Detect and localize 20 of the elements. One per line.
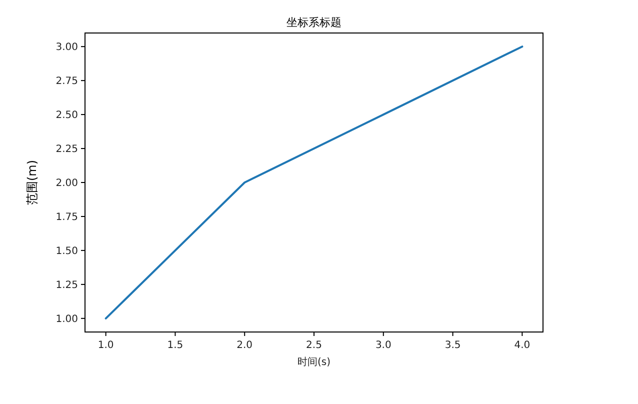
line-series (104, 46, 524, 320)
y-tick-label: 1.75 (56, 212, 78, 223)
x-tick-label: 1.0 (98, 340, 114, 351)
y-tick-label: 3.00 (56, 42, 78, 54)
x-tick-label: 4.0 (514, 340, 530, 351)
x-axis-title: 时间(s) (297, 356, 331, 368)
x-tick-label: 3.5 (444, 340, 461, 351)
x-tick-label: 2.5 (306, 340, 322, 351)
y-tick-label: 2.00 (56, 178, 78, 189)
chart-title: 坐标系标题 (286, 16, 342, 29)
y-axis-title: 范围(m) (25, 160, 39, 206)
y-tick-label: 1.50 (56, 246, 78, 257)
x-tick-label: 3.0 (375, 340, 392, 351)
y-tick-label: 2.50 (56, 110, 78, 122)
x-tick-label: 1.5 (167, 340, 184, 351)
y-tick-label: 1.00 (56, 314, 78, 325)
x-tick-label: 2.0 (236, 340, 253, 351)
y-tick-label: 2.25 (56, 144, 78, 156)
y-tick-label: 1.25 (56, 280, 78, 291)
y-tick-label: 2.75 (56, 76, 78, 88)
